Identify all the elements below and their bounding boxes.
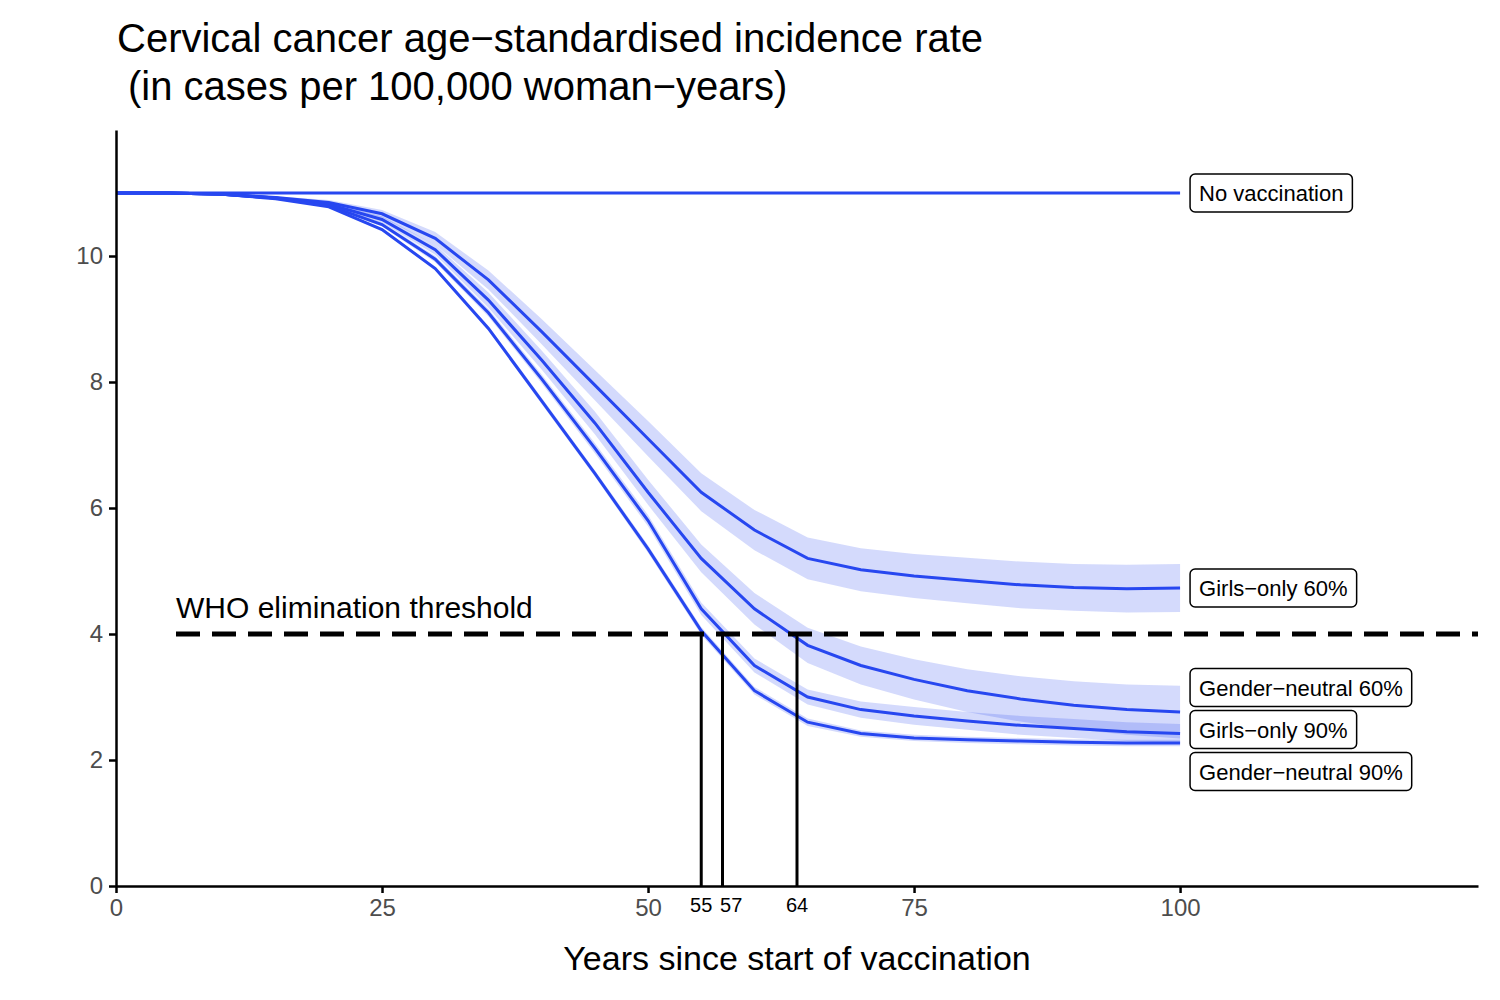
threshold-line (176, 632, 1478, 637)
y-tick-label: 0 (90, 872, 103, 899)
crossing-line (721, 634, 724, 886)
confidence-band (116, 193, 1180, 739)
series-label-box (1190, 753, 1412, 791)
y-tick: 0 (90, 872, 116, 899)
series-label: Girls−only 60% (1190, 569, 1357, 607)
y-tick-label: 4 (90, 620, 103, 647)
y-tick: 4 (90, 620, 116, 647)
plot-marks (116, 193, 1478, 886)
x-tick-mark (647, 886, 650, 893)
y-tick-mark (109, 255, 116, 258)
y-tick: 10 (76, 242, 116, 269)
y-tick-label: 6 (90, 494, 103, 521)
series-label-text: Gender−neutral 60% (1199, 676, 1403, 701)
series-label-text: No vaccination (1199, 181, 1343, 206)
x-tick: 0 (110, 886, 123, 921)
y-tick-mark (109, 885, 116, 888)
x-tick: 75 (901, 886, 928, 921)
crossing-label: 55 (690, 894, 712, 916)
series-label-box (1190, 669, 1412, 707)
series-label-box (1190, 569, 1357, 607)
y-tick: 6 (90, 494, 116, 521)
y-tick-label: 8 (90, 368, 103, 395)
series-label-text: Girls−only 90% (1199, 718, 1348, 743)
x-tick-label: 25 (369, 894, 396, 921)
crossing-label: 57 (720, 894, 742, 916)
subtitle: (in cases per 100,000 woman−years) (128, 64, 787, 108)
confidence-band (116, 193, 1180, 743)
x-tick-label: 50 (635, 894, 662, 921)
y-tick-mark (109, 507, 116, 510)
crossing-labels: 55 57 64 (690, 894, 808, 916)
x-axis-line (117, 885, 1479, 888)
x-tick-label: 0 (110, 894, 123, 921)
y-tick-label: 10 (76, 242, 103, 269)
crossing-line (700, 634, 703, 886)
x-tick: 50 (635, 886, 662, 921)
series-label: Gender−neutral 90% (1190, 753, 1412, 791)
series-label-box (1190, 711, 1357, 749)
series-line (116, 192, 1180, 195)
series-labels: No vaccination Girls−only 60% Gender−neutr… (1190, 174, 1412, 791)
x-tick-mark (1179, 886, 1182, 893)
series-label-text: Gender−neutral 90% (1199, 760, 1403, 785)
x-axis: 0 25 50 75 100 (110, 886, 1479, 921)
x-tick-mark (913, 886, 916, 893)
x-tick: 100 (1161, 886, 1201, 921)
x-axis-title: Years since start of vaccination (563, 939, 1030, 977)
threshold-label: WHO elimination threshold (176, 591, 533, 624)
y-tick-mark (109, 633, 116, 636)
confidence-band (116, 193, 1180, 746)
crossing-line (796, 634, 799, 886)
series-label: Gender−neutral 60% (1190, 669, 1412, 707)
crossing-label: 64 (786, 894, 808, 916)
y-tick-mark (109, 759, 116, 762)
x-tick-mark (381, 886, 384, 893)
x-tick: 25 (369, 886, 396, 921)
y-tick-label: 2 (90, 746, 103, 773)
y-tick: 8 (90, 368, 116, 395)
series-label: Girls−only 90% (1190, 711, 1357, 749)
y-tick: 2 (90, 746, 116, 773)
series-label: No vaccination (1190, 174, 1352, 212)
series-line (116, 193, 1180, 743)
y-axis: 0 2 4 6 8 10 (76, 131, 116, 900)
series-line (116, 193, 1180, 589)
x-tick-label: 100 (1161, 894, 1201, 921)
x-tick-label: 75 (901, 894, 928, 921)
y-tick-mark (109, 381, 116, 384)
series-line (116, 193, 1180, 734)
chart: 0 25 50 75 100 0 2 4 6 8 10 55 57 64 WHO elimination t… (0, 0, 1500, 1000)
series-label-text: Girls−only 60% (1199, 576, 1348, 601)
series-label-box (1190, 174, 1352, 212)
title: Cervical cancer age−standardised inciden… (117, 16, 983, 60)
